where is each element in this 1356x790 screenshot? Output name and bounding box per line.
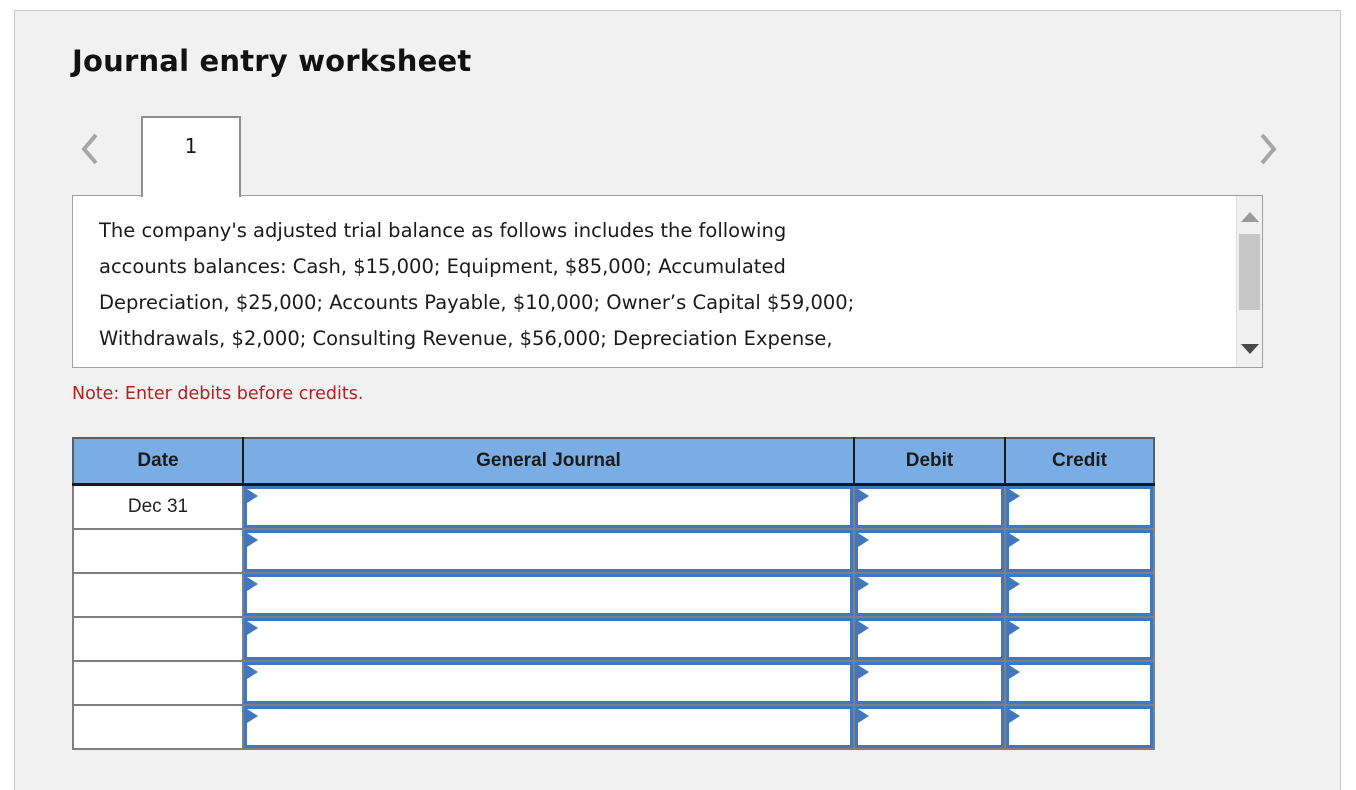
journal-table-container: Date General Journal Debit Credit Dec 31 [72,437,1155,750]
credit-input[interactable] [1006,617,1153,660]
note-text: Note: Enter debits before credits. [72,384,364,404]
header-credit: Credit [1004,438,1154,486]
chevron-right-glyph [1260,133,1277,165]
tab-1[interactable]: 1 [141,116,241,197]
scroll-up-icon[interactable] [1240,212,1259,222]
problem-line: accounts balances: Cash, $15,000; Equipm… [99,255,786,278]
scroll-down-icon[interactable] [1240,344,1259,354]
account-input[interactable] [244,573,853,616]
problem-text: The company's adjusted trial balance as … [99,213,1202,357]
date-cell [72,703,244,750]
table-row [72,527,1155,574]
debit-input[interactable] [855,705,1004,748]
credit-input[interactable] [1006,661,1153,704]
account-input[interactable] [244,661,853,704]
problem-line: Depreciation, $25,000; Accounts Payable,… [99,291,855,314]
date-cell [72,659,244,706]
problem-line: Withdrawals, $2,000; Consulting Revenue,… [99,327,833,350]
debit-input[interactable] [855,529,1004,572]
debit-input[interactable] [855,661,1004,704]
credit-input[interactable] [1006,529,1153,572]
scrollbar-thumb[interactable] [1239,234,1260,310]
date-cell: Dec 31 [72,483,244,530]
header-general-journal: General Journal [242,438,854,486]
problem-statement-box[interactable]: The company's adjusted trial balance as … [72,195,1263,368]
account-input[interactable] [244,705,853,748]
account-input[interactable] [244,617,853,660]
table-row [72,703,1155,750]
debit-input[interactable] [855,573,1004,616]
header-debit: Debit [853,438,1005,486]
page-title: Journal entry worksheet [72,44,472,78]
table-row [72,659,1155,706]
scrollbar[interactable] [1236,196,1262,367]
credit-input[interactable] [1006,485,1153,528]
problem-line: The company's adjusted trial balance as … [99,219,787,242]
account-input[interactable] [244,485,853,528]
account-input[interactable] [244,529,853,572]
table-row: Dec 31 [72,483,1155,530]
table-row [72,571,1155,618]
date-cell [72,527,244,574]
credit-input[interactable] [1006,573,1153,616]
debit-input[interactable] [855,485,1004,528]
header-date: Date [73,438,243,486]
table-header-row: Date General Journal Debit Credit [73,438,1154,486]
worksheet-panel: Journal entry worksheet 1 The company's … [14,10,1341,790]
journal-table: Date General Journal Debit Credit Dec 31 [72,437,1155,750]
date-cell [72,615,244,662]
credit-input[interactable] [1006,705,1153,748]
chevron-left-icon[interactable] [77,129,103,169]
chevron-right-icon[interactable] [1255,129,1281,169]
table-row [72,615,1155,662]
date-cell [72,571,244,618]
debit-input[interactable] [855,617,1004,660]
chevron-left-glyph [81,133,98,165]
